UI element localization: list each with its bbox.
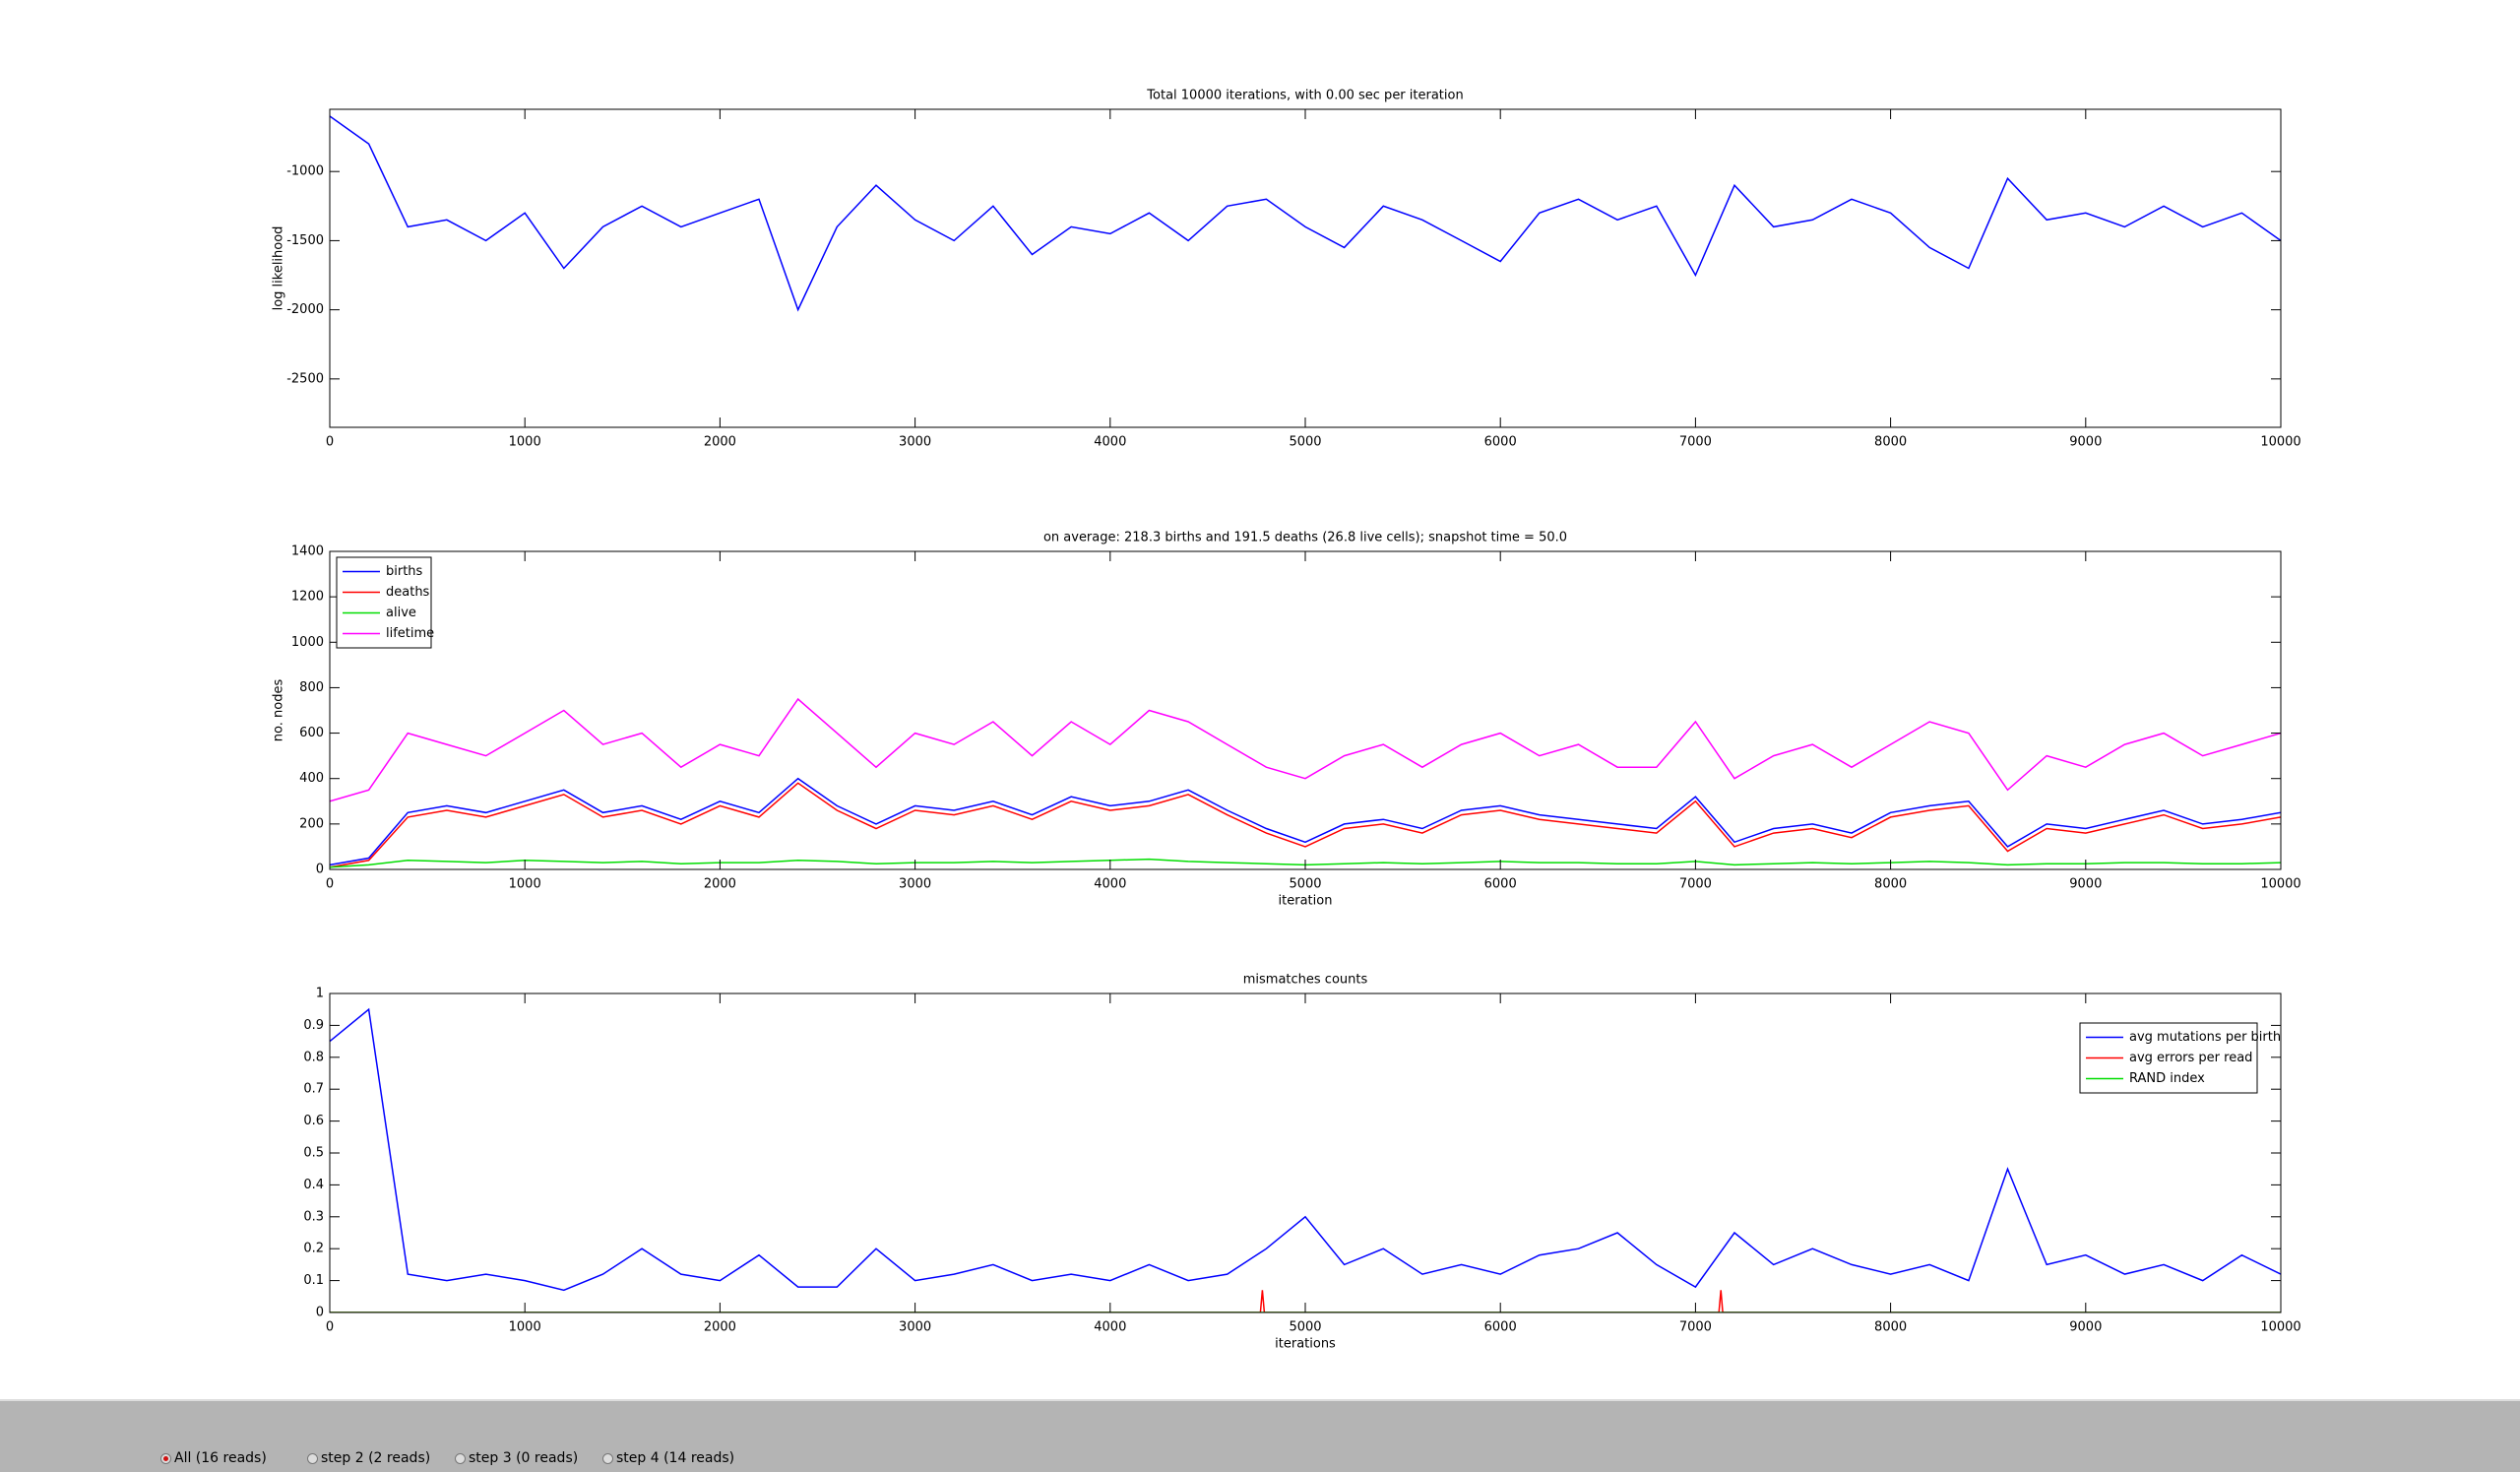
series-line (330, 115, 2281, 312)
x-axis-label: iterations (1275, 1337, 1336, 1352)
x-tick-label: 10000 (2260, 1320, 2300, 1335)
radio-option[interactable]: All (16 reads) (160, 1450, 267, 1466)
x-tick-label: 2000 (704, 435, 736, 450)
legend-box (336, 556, 432, 649)
y-tick-label: -2000 (286, 302, 324, 317)
x-tick-label: 1000 (509, 877, 541, 892)
figure: 0 1000 2000 3000 4000 5000 6000 7000 8000 9000 100… (272, 89, 2301, 1352)
y-tick-label: 800 (299, 680, 324, 695)
legend-label: alive (386, 606, 416, 620)
y-tick-label: -2500 (286, 371, 324, 386)
radio-label[interactable]: step 3 (0 reads) (469, 1450, 579, 1466)
y-tick-label: -1500 (286, 233, 324, 248)
radio-option[interactable]: step 4 (14 reads) (602, 1450, 734, 1466)
x-tick-label: 4000 (1094, 435, 1126, 450)
y-tick-label: 0.4 (303, 1178, 324, 1192)
x-tick-label: 4000 (1094, 877, 1126, 892)
legend-label: avg mutations per birth (2129, 1030, 2281, 1045)
x-tick-label: 9000 (2069, 877, 2102, 892)
radio-label[interactable]: step 4 (14 reads) (616, 1450, 735, 1466)
series-line (330, 1007, 2281, 1292)
y-tick-label: 0 (316, 863, 324, 877)
x-tick-label: 3000 (899, 435, 931, 450)
x-tick-label: 10000 (2260, 877, 2300, 892)
axes-background (330, 993, 2281, 1312)
y-axis-label: log likelihood (272, 226, 286, 311)
radio-label[interactable]: All (16 reads) (174, 1450, 267, 1466)
x-tick-label: 1000 (509, 435, 541, 450)
y-tick-label: 0.1 (303, 1273, 324, 1288)
y-tick-label: 1200 (291, 590, 324, 605)
chart-title: on average: 218.3 births and 191.5 death… (1043, 531, 1567, 545)
y-tick-label: 1400 (291, 544, 324, 559)
x-tick-label: 8000 (1874, 1320, 1907, 1335)
x-tick-label: 6000 (1484, 435, 1517, 450)
y-tick-label: 0.3 (303, 1209, 324, 1224)
axes-background (330, 109, 2281, 427)
legend-label: avg errors per read (2129, 1051, 2252, 1065)
y-tick-label: -1000 (286, 164, 324, 179)
x-tick-label: 0 (326, 1320, 334, 1335)
y-tick-label: 200 (299, 816, 324, 831)
x-tick-label: 1000 (509, 1320, 541, 1335)
x-tick-label: 2000 (704, 877, 736, 892)
series-line (330, 782, 2281, 868)
legend-label: lifetime (386, 626, 434, 641)
radio-button[interactable] (602, 1452, 613, 1464)
x-tick-label: 8000 (1874, 435, 1907, 450)
x-tick-label: 0 (326, 877, 334, 892)
x-tick-label: 7000 (1679, 435, 1712, 450)
x-tick-label: 9000 (2069, 1320, 2102, 1335)
radio-option[interactable]: step 3 (0 reads) (455, 1450, 578, 1466)
y-tick-label: 0.7 (303, 1082, 324, 1097)
series-line (330, 697, 2281, 802)
radio-button[interactable] (307, 1452, 318, 1464)
y-axis-label: no. nodes (272, 679, 286, 742)
y-tick-label: 0.6 (303, 1114, 324, 1128)
x-tick-label: 10000 (2260, 435, 2300, 450)
series-line (330, 1290, 2281, 1312)
legend-label: births (386, 564, 423, 579)
x-tick-label: 5000 (1289, 1320, 1321, 1335)
y-tick-label: 0.8 (303, 1050, 324, 1064)
y-tick-label: 0 (316, 1306, 324, 1320)
axes-background (330, 551, 2281, 869)
x-tick-label: 5000 (1289, 877, 1321, 892)
chart-title: mismatches counts (1243, 973, 1368, 988)
x-tick-label: 2000 (704, 1320, 736, 1335)
radio-button[interactable] (160, 1452, 171, 1464)
x-axis-label: iteration (1279, 894, 1333, 909)
y-tick-label: 600 (299, 726, 324, 740)
x-tick-label: 6000 (1484, 877, 1517, 892)
y-tick-label: 1 (316, 987, 324, 1001)
x-tick-label: 7000 (1679, 1320, 1712, 1335)
x-tick-label: 8000 (1874, 877, 1907, 892)
x-tick-label: 7000 (1679, 877, 1712, 892)
x-tick-label: 6000 (1484, 1320, 1517, 1335)
x-tick-label: 3000 (899, 1320, 931, 1335)
x-tick-label: 0 (326, 435, 334, 450)
x-tick-label: 3000 (899, 877, 931, 892)
radio-label[interactable]: step 2 (2 reads) (321, 1450, 431, 1466)
y-tick-label: 1000 (291, 635, 324, 650)
radio-button[interactable] (455, 1452, 466, 1464)
y-tick-label: 0.5 (303, 1146, 324, 1161)
series-line (330, 777, 2281, 866)
legend-label: RAND index (2129, 1071, 2205, 1086)
x-tick-label: 4000 (1094, 1320, 1126, 1335)
y-tick-label: 0.2 (303, 1242, 324, 1256)
y-tick-label: 400 (299, 771, 324, 786)
x-tick-label: 9000 (2069, 435, 2102, 450)
y-tick-label: 0.9 (303, 1018, 324, 1033)
chart-title: Total 10000 iterations, with 0.00 sec pe… (1146, 89, 1463, 103)
radio-option[interactable]: step 2 (2 reads) (307, 1450, 430, 1466)
legend-label: deaths (386, 585, 430, 600)
control-panel: All (16 reads) step 2 (2 reads) step 3 (0 … (0, 1399, 2520, 1472)
x-tick-label: 5000 (1289, 435, 1321, 450)
